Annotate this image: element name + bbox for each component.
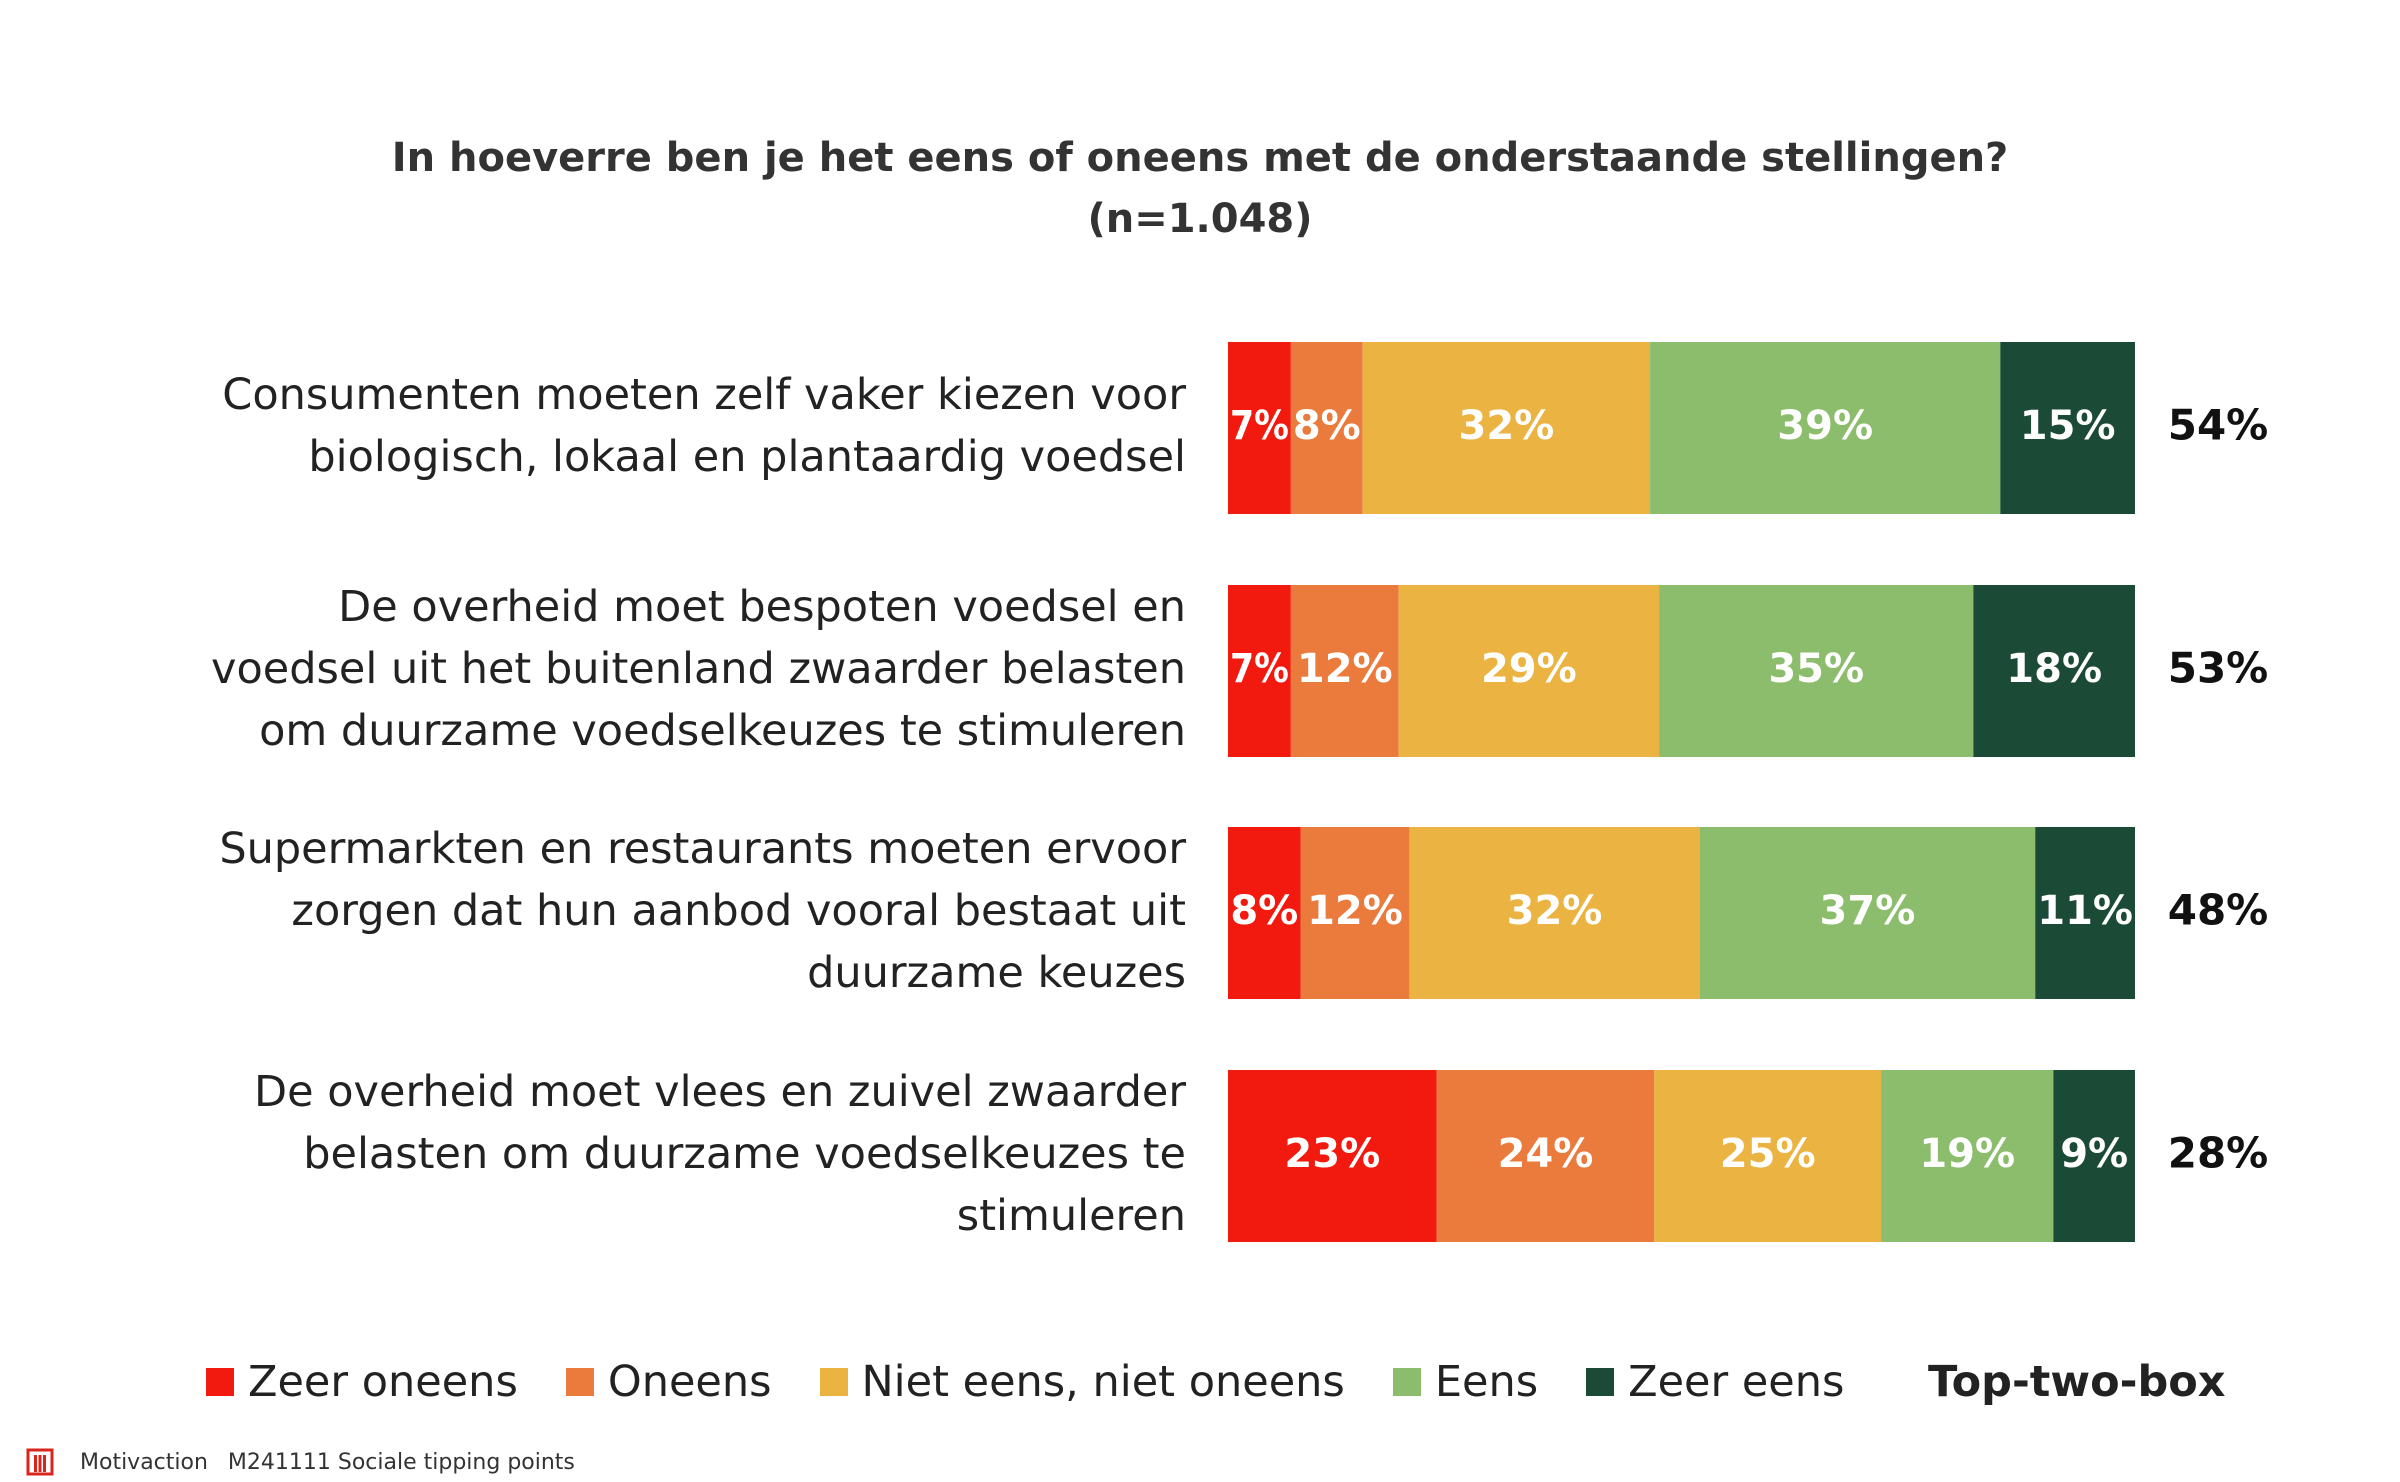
category-label: De overheid moet vlees en zuivel zwaarde… <box>254 1067 1186 1241</box>
legend-swatch <box>819 1368 848 1396</box>
bar-segment <box>1228 1070 1437 1242</box>
legend-item: Niet eens, niet oneens <box>819 1357 1345 1407</box>
bar-segment <box>1409 827 1700 999</box>
legend-label: Oneens <box>607 1357 772 1407</box>
legend-swatch <box>1586 1368 1615 1396</box>
category-label-line: om duurzame voedselkeuzes te stimuleren <box>259 706 1186 756</box>
bar-value-label: 7% <box>1230 403 1289 449</box>
bar-segment <box>1290 585 1399 757</box>
category-label-line: biologisch, lokaal en plantaardig voedse… <box>308 432 1186 482</box>
bar-segment <box>1300 827 1410 999</box>
top-two-box-value: 48% <box>2168 886 2269 935</box>
bar-value-label: 9% <box>2060 1131 2128 1177</box>
category-label-line: Consumenten moeten zelf vaker kiezen voo… <box>222 370 1186 420</box>
category-label-line: belasten om duurzame voedselkeuzes te <box>303 1129 1186 1179</box>
bar-segment <box>1654 1070 1882 1242</box>
bar-value-label: 8% <box>1293 403 1361 449</box>
bar-segment <box>1659 585 1974 757</box>
category-label-line: zorgen dat hun aanbod vooral bestaat uit <box>291 886 1186 936</box>
bar-value-label: 39% <box>1777 403 1873 449</box>
stacked-bar-chart: Consumenten moeten zelf vaker kiezen voo… <box>211 342 2269 1242</box>
footer-project: M241111 Sociale tipping points <box>227 1449 575 1475</box>
bar-value-label: 37% <box>1820 888 1916 934</box>
legend-item: Oneens <box>565 1357 772 1407</box>
category-label-line: duurzame keuzes <box>807 948 1186 998</box>
legend-label: Niet eens, niet oneens <box>861 1357 1345 1407</box>
bar-segment <box>2000 342 2135 514</box>
category-label: Consumenten moeten zelf vaker kiezen voo… <box>222 370 1186 482</box>
bar-segment <box>1362 342 1651 514</box>
category-label-line: voedsel uit het buitenland zwaarder bela… <box>211 644 1186 694</box>
bar-segment <box>1881 1070 2054 1242</box>
footer: Motivaction M241111 Sociale tipping poin… <box>26 1448 575 1476</box>
legend-label: Eens <box>1434 1357 1539 1407</box>
bar-segment <box>1973 585 2135 757</box>
bar-segment <box>1290 342 1363 514</box>
top-two-box-value: 54% <box>2168 401 2269 450</box>
chart-title-text: In hoeverre ben je het eens of oneens me… <box>391 135 2009 181</box>
legend-swatch <box>1392 1368 1421 1396</box>
bar-value-label: 32% <box>1507 888 1603 934</box>
bar-segment <box>1228 342 1291 514</box>
top-two-box-value: 53% <box>2168 644 2269 693</box>
footer-company: Motivaction <box>80 1449 208 1475</box>
bar-value-label: 18% <box>2006 646 2102 692</box>
bar-segment <box>1436 1070 1655 1242</box>
bar-segment <box>2053 1070 2135 1242</box>
bar-value-label: 24% <box>1498 1131 1594 1177</box>
bar-value-label: 7% <box>1230 646 1289 692</box>
category-label-line: stimuleren <box>957 1191 1186 1241</box>
legend-swatch <box>206 1368 234 1396</box>
legend-label: Zeer eens <box>1628 1357 1845 1407</box>
bar-value-label: 23% <box>1284 1131 1380 1177</box>
chart-title: In hoeverre ben je het eens of oneens me… <box>0 128 2400 250</box>
bar-value-label: 32% <box>1459 403 1555 449</box>
legend-swatch <box>565 1368 594 1396</box>
bar-value-label: 11% <box>2037 888 2133 934</box>
bar-value-label: 12% <box>1307 888 1403 934</box>
category-label-line: De overheid moet bespoten voedsel en <box>338 582 1186 632</box>
bar-value-label: 29% <box>1481 646 1577 692</box>
bar-value-label: 25% <box>1720 1131 1816 1177</box>
motivaction-logo-icon <box>26 1448 54 1476</box>
bar-value-label: 19% <box>1919 1131 2015 1177</box>
category-label: Supermarkten en restaurants moeten ervoo… <box>219 824 1186 998</box>
bar-value-label: 35% <box>1768 646 1864 692</box>
bar-value-label: 8% <box>1230 888 1298 934</box>
bar-segment <box>1699 827 2036 999</box>
legend-item: Zeer eens <box>1586 1357 1844 1407</box>
bar-value-label: 12% <box>1297 646 1393 692</box>
legend-label: Zeer oneens <box>248 1357 518 1407</box>
bar-segment <box>1228 827 1301 999</box>
category-label-line: De overheid moet vlees en zuivel zwaarde… <box>254 1067 1186 1117</box>
bar-value-label: 15% <box>2020 403 2116 449</box>
category-label: De overheid moet bespoten voedsel en voed… <box>211 582 1186 756</box>
bar-segment <box>1228 585 1291 757</box>
bar-segment <box>1650 342 2001 514</box>
chart-legend: Zeer oneens Oneens Niet eens, niet oneens E… <box>206 1352 1892 1412</box>
top-two-box-value: 28% <box>2168 1129 2269 1178</box>
top-two-box-label: Top-two-box <box>1928 1357 2226 1407</box>
bar-segment <box>1398 585 1660 757</box>
legend-item: Eens <box>1392 1357 1539 1407</box>
chart-subtitle: (n=1.048) <box>1087 196 1313 242</box>
legend-item: Zeer oneens <box>206 1357 518 1407</box>
category-label-line: Supermarkten en restaurants moeten ervoo… <box>219 824 1186 874</box>
bar-segment <box>2035 827 2135 999</box>
